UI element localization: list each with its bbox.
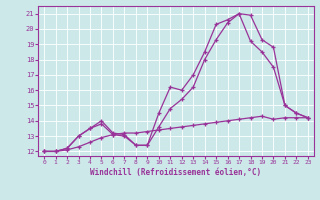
X-axis label: Windchill (Refroidissement éolien,°C): Windchill (Refroidissement éolien,°C) [91,168,261,177]
